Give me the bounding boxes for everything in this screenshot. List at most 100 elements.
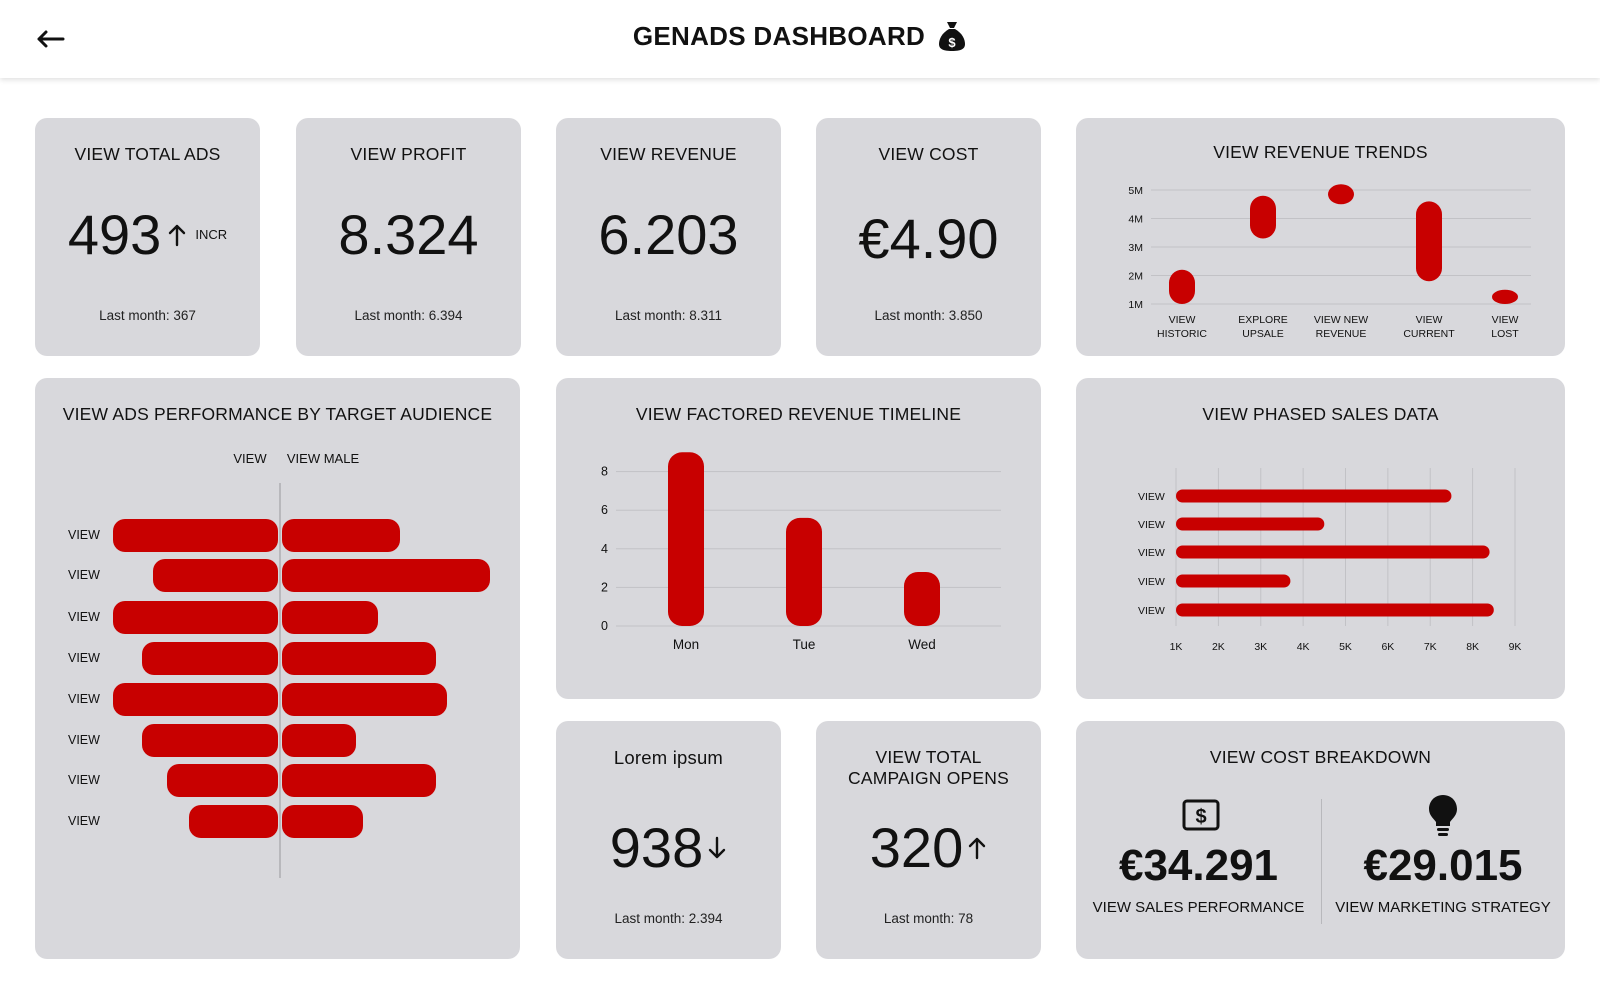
kpi-value: €4.90	[858, 207, 999, 270]
page-title: GENADS DASHBOARD	[632, 20, 926, 51]
left-bar	[167, 764, 278, 797]
y-tick-label: 4M	[1128, 214, 1143, 226]
marketing-strategy-block[interactable]: €29.015 VIEW MARKETING STRATEGY	[1321, 721, 1565, 959]
y-tick-label: 3M	[1128, 242, 1143, 254]
bar	[1176, 489, 1452, 503]
bar	[1176, 603, 1494, 617]
value-row: 320	[816, 815, 1041, 880]
left-bar	[113, 683, 278, 716]
range-bar	[1169, 269, 1195, 304]
last-month-text: Last month: 6.394	[354, 308, 463, 323]
last-month-text: Last month: 78	[883, 911, 974, 926]
svg-text:$: $	[949, 35, 957, 50]
y-tick-label: 2	[601, 580, 608, 594]
lorem-card[interactable]: Lorem ipsum 938 Last month: 2.394	[556, 721, 781, 959]
x-tick-label: 1K	[1170, 641, 1183, 653]
total-ads-card[interactable]: VIEW TOTAL ADS 493 INCR Last month: 367	[35, 118, 260, 356]
x-tick-label: REVENUE	[1316, 328, 1367, 340]
last-month-text: Last month: 3.850	[874, 308, 983, 323]
phased-sales-chart: 1K 2K 3K 4K 5K 6K 7K 8K 9K VIEW VIEW VIEW VIEW VIEW	[1138, 468, 1521, 653]
sales-performance-label: VIEW SALES PERFORMANCE	[1092, 899, 1305, 916]
x-tick-label: 7K	[1424, 641, 1437, 653]
row-label: VIEW	[68, 568, 100, 582]
card-title: VIEW REVENUE	[600, 144, 737, 164]
card-title: VIEW COST	[878, 144, 979, 164]
row-label: VIEW	[68, 733, 100, 747]
right-bar	[282, 805, 363, 838]
row-label: VIEW	[1138, 605, 1165, 617]
top-bar: GENADS DASHBOARD $	[0, 0, 1600, 78]
right-bar	[282, 601, 378, 634]
card-title: VIEW REVENUE TRENDS	[1213, 142, 1428, 162]
last-month-text: Last month: 2.394	[614, 911, 723, 926]
x-tick-label: EXPLORE	[1238, 314, 1288, 326]
bar	[1176, 517, 1325, 531]
money-bag-icon: $	[939, 22, 966, 51]
x-tick-label: HISTORIC	[1157, 328, 1207, 340]
x-tick-label: 8K	[1466, 641, 1479, 653]
right-bar	[282, 519, 400, 552]
range-bar	[1250, 195, 1276, 239]
legend-left-label: VIEW	[233, 451, 267, 466]
left-bar	[153, 559, 278, 592]
x-tick-label: VIEW	[1416, 314, 1443, 326]
card-title-line-1: VIEW TOTAL	[875, 747, 982, 767]
kpi-value: 8.324	[338, 203, 479, 266]
y-tick-label: 5M	[1128, 185, 1143, 197]
row-label: VIEW	[68, 610, 100, 624]
left-bar	[189, 805, 278, 838]
kpi-value: 938	[609, 816, 704, 879]
revenue-trends-chart: 1M 2M 3M 4M 5M VIEW HISTORIC EXPLORE UPSALE VIEW …	[1128, 184, 1531, 340]
range-bar	[1492, 289, 1518, 304]
arrow-left-icon	[37, 30, 65, 48]
revenue-card[interactable]: VIEW REVENUE 6.203 Last month: 8.311	[556, 118, 781, 356]
x-tick-label: 4K	[1297, 641, 1310, 653]
left-bar	[142, 642, 278, 675]
row-label: VIEW	[68, 528, 100, 542]
left-bar	[142, 724, 278, 757]
row-label: VIEW	[68, 773, 100, 787]
bar	[904, 571, 940, 626]
right-bar	[282, 642, 436, 675]
y-tick-label: 1M	[1128, 299, 1143, 311]
factored-timeline-card[interactable]: VIEW FACTORED REVENUE TIMELINE 0 2 4 6 8 Mon T…	[556, 378, 1041, 699]
x-tick-label: 5K	[1339, 641, 1352, 653]
row-label: VIEW	[1138, 576, 1165, 588]
y-tick-label: 0	[601, 619, 608, 633]
arrow-up-icon	[969, 837, 986, 859]
back-button[interactable]	[30, 22, 70, 56]
revenue-trends-card[interactable]: VIEW REVENUE TRENDS 1M 2M 3M 4M 5M VIEW HISTOR…	[1076, 118, 1565, 356]
x-tick-label: 6K	[1381, 641, 1394, 653]
phased-sales-card[interactable]: VIEW PHASED SALES DATA 1K 2K 3K 4K 5K 6K 7K 8K 9…	[1076, 378, 1565, 699]
card-title: VIEW PROFIT	[350, 144, 467, 164]
marketing-strategy-value: €29.015	[1363, 841, 1523, 890]
x-tick-label: LOST	[1491, 328, 1519, 340]
bar	[786, 517, 822, 626]
y-tick-label: 4	[601, 542, 608, 556]
x-tick-label: Tue	[793, 637, 816, 652]
y-tick-label: 8	[601, 465, 608, 479]
sales-performance-block[interactable]: $ €34.291 VIEW SALES PERFORMANCE	[1076, 721, 1321, 959]
row-label: VIEW	[68, 692, 100, 706]
y-tick-label: 2M	[1128, 271, 1143, 283]
x-tick-label: VIEW	[1492, 314, 1519, 326]
trend-label: INCR	[195, 227, 228, 242]
kpi-value: 320	[869, 816, 964, 879]
x-tick-label: CURRENT	[1403, 328, 1455, 340]
profit-card[interactable]: VIEW PROFIT 8.324 Last month: 6.394	[296, 118, 521, 356]
card-title: VIEW PHASED SALES DATA	[1202, 404, 1439, 424]
last-month-text: Last month: 8.311	[614, 308, 723, 323]
last-month-text: Last month: 367	[99, 308, 196, 323]
right-bar	[282, 724, 356, 757]
card-title-line-2: CAMPAIGN OPENS	[848, 768, 1009, 788]
cost-card[interactable]: VIEW COST €4.90 Last month: 3.850	[816, 118, 1041, 356]
left-bar	[113, 601, 278, 634]
card-title: VIEW ADS PERFORMANCE BY TARGET AUDIENCE	[62, 404, 493, 424]
campaign-opens-card[interactable]: VIEW TOTAL CAMPAIGN OPENS 320 Last month…	[816, 721, 1041, 959]
cost-breakdown-card[interactable]: VIEW COST BREAKDOWN $ €34.291 VIEW SALES…	[1076, 721, 1565, 959]
card-title: VIEW TOTAL ADS	[74, 144, 221, 164]
sales-performance-value: €34.291	[1118, 841, 1279, 890]
x-tick-label: Wed	[908, 637, 936, 652]
row-label: VIEW	[1138, 519, 1165, 531]
audience-card[interactable]: VIEW ADS PERFORMANCE BY TARGET AUDIENCE …	[35, 378, 520, 959]
